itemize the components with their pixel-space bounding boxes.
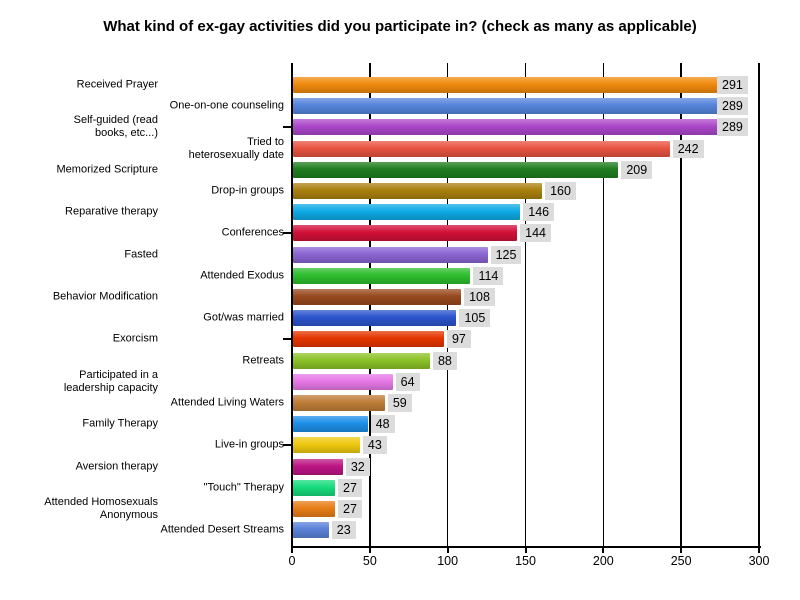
y-axis-line bbox=[291, 63, 293, 547]
value-label-self-guided-read-books-etc: 289 bbox=[717, 118, 748, 137]
x-tick-100 bbox=[446, 547, 449, 553]
bar-one-on-one-counseling bbox=[293, 98, 743, 115]
bar-live-in-groups bbox=[293, 437, 360, 454]
gridline-250 bbox=[680, 63, 682, 547]
category-label-got-was-married: Got/was married bbox=[203, 311, 284, 324]
category-label-tried-to-heterosexually-date: Tried to heterosexually date bbox=[188, 135, 284, 161]
bar-behavior-modification bbox=[293, 289, 462, 305]
category-label-attended-desert-streams: Attended Desert Streams bbox=[160, 523, 284, 536]
category-label-attended-exodus: Attended Exodus bbox=[200, 269, 284, 282]
x-tick-0 bbox=[291, 547, 293, 553]
category-label-attended-living-waters: Attended Living Waters bbox=[170, 396, 284, 409]
bar-aversion-therapy bbox=[293, 458, 343, 475]
category-label-received-prayer: Received Prayer bbox=[76, 78, 158, 91]
x-tick-label-100: 100 bbox=[437, 554, 459, 568]
category-label-live-in-groups: Live-in groups bbox=[214, 438, 284, 451]
y-tick-row-3 bbox=[283, 126, 292, 129]
bar-got-was-married bbox=[293, 310, 457, 327]
x-tick-50 bbox=[368, 547, 371, 553]
bar-family-therapy bbox=[293, 416, 368, 433]
gridline-300 bbox=[758, 63, 760, 547]
category-label-aversion-therapy: Aversion therapy bbox=[75, 460, 158, 473]
value-label-received-prayer: 291 bbox=[717, 76, 748, 94]
bar-attended-homosexuals-anonymous bbox=[293, 501, 336, 517]
x-tick-200 bbox=[602, 547, 605, 553]
bar-received-prayer bbox=[293, 77, 746, 93]
bar-self-guided-read-books-etc bbox=[293, 119, 743, 136]
y-tick-row-13 bbox=[283, 338, 292, 341]
value-label-touch-therapy: 27 bbox=[338, 478, 362, 497]
category-label-family-therapy: Family Therapy bbox=[82, 417, 158, 430]
category-label-drop-in-groups: Drop-in groups bbox=[211, 184, 284, 197]
value-label-one-on-one-counseling: 289 bbox=[717, 97, 748, 116]
bar-retreats bbox=[293, 352, 430, 369]
bar-attended-living-waters bbox=[293, 395, 385, 411]
category-label-touch-therapy: "Touch" Therapy bbox=[203, 481, 284, 494]
category-label-reparative-therapy: Reparative therapy bbox=[65, 205, 158, 218]
x-tick-label-250: 250 bbox=[670, 554, 692, 568]
category-label-exorcism: Exorcism bbox=[112, 332, 158, 345]
bar-tried-to-heterosexually-date bbox=[293, 140, 670, 157]
value-label-attended-homosexuals-anonymous: 27 bbox=[338, 500, 362, 518]
value-label-fasted: 125 bbox=[490, 245, 522, 264]
value-label-behavior-modification: 108 bbox=[464, 288, 495, 306]
category-label-retreats: Retreats bbox=[242, 354, 284, 367]
bar-reparative-therapy bbox=[293, 204, 521, 221]
category-label-fasted: Fasted bbox=[124, 248, 158, 261]
x-tick-label-300: 300 bbox=[748, 554, 770, 568]
category-label-conferences: Conferences bbox=[221, 226, 284, 239]
x-tick-300 bbox=[758, 547, 760, 553]
bar-fasted bbox=[293, 246, 488, 263]
value-label-memorized-scripture: 209 bbox=[621, 160, 653, 179]
category-label-behavior-modification: Behavior Modification bbox=[52, 290, 158, 303]
category-label-one-on-one-counseling: One-on-one counseling bbox=[169, 99, 284, 112]
gridline-150 bbox=[524, 63, 527, 547]
x-tick-label-200: 200 bbox=[592, 554, 614, 568]
bar-drop-in-groups bbox=[293, 183, 543, 199]
y-tick-row-8 bbox=[283, 232, 292, 235]
category-label-attended-homosexuals-anonymous: Attended Homosexuals Anonymous bbox=[44, 496, 158, 521]
gridline-200 bbox=[602, 63, 605, 547]
bar-attended-desert-streams bbox=[293, 522, 329, 539]
plot-area: 291 289 289 242 209 160 146 144 125 114 108 105 97 88… bbox=[291, 63, 760, 547]
bar-touch-therapy bbox=[293, 479, 336, 496]
value-label-retreats: 88 bbox=[432, 351, 457, 370]
chart-title: What kind of ex-gay activities did you p… bbox=[103, 18, 697, 35]
value-label-reparative-therapy: 146 bbox=[523, 203, 555, 222]
value-label-aversion-therapy: 32 bbox=[345, 457, 370, 476]
bar-conferences bbox=[293, 225, 518, 242]
bar-exorcism bbox=[293, 331, 444, 348]
gridline-50 bbox=[369, 63, 371, 547]
value-label-got-was-married: 105 bbox=[459, 309, 491, 328]
value-label-family-therapy: 48 bbox=[370, 415, 395, 434]
value-label-live-in-groups: 43 bbox=[362, 436, 387, 455]
bar-participated-in-a-leadership-capacity bbox=[293, 373, 393, 390]
value-label-attended-living-waters: 59 bbox=[387, 394, 412, 412]
x-tick-label-50: 50 bbox=[362, 554, 377, 568]
category-label-self-guided-read-books-etc: Self-guided (read books, etc...) bbox=[73, 114, 158, 140]
gridline-100 bbox=[446, 63, 449, 547]
x-tick-150 bbox=[524, 547, 527, 553]
category-label-participated-in-a-leadership-capacity: Participated in a leadership capacity bbox=[63, 368, 158, 394]
category-label-memorized-scripture: Memorized Scripture bbox=[56, 163, 158, 176]
value-label-participated-in-a-leadership-capacity: 64 bbox=[395, 372, 420, 391]
y-tick-row-18 bbox=[283, 444, 292, 447]
bar-memorized-scripture bbox=[293, 161, 619, 178]
value-label-attended-exodus: 114 bbox=[473, 266, 504, 285]
value-label-drop-in-groups: 160 bbox=[545, 182, 576, 200]
x-tick-label-0: 0 bbox=[288, 554, 296, 568]
x-tick-250 bbox=[680, 547, 683, 553]
value-label-conferences: 144 bbox=[520, 224, 552, 243]
value-label-attended-desert-streams: 23 bbox=[331, 521, 356, 540]
value-label-exorcism: 97 bbox=[446, 330, 471, 349]
value-label-tried-to-heterosexually-date: 242 bbox=[672, 139, 704, 158]
x-tick-label-150: 150 bbox=[515, 554, 536, 568]
bar-attended-exodus bbox=[293, 267, 471, 284]
